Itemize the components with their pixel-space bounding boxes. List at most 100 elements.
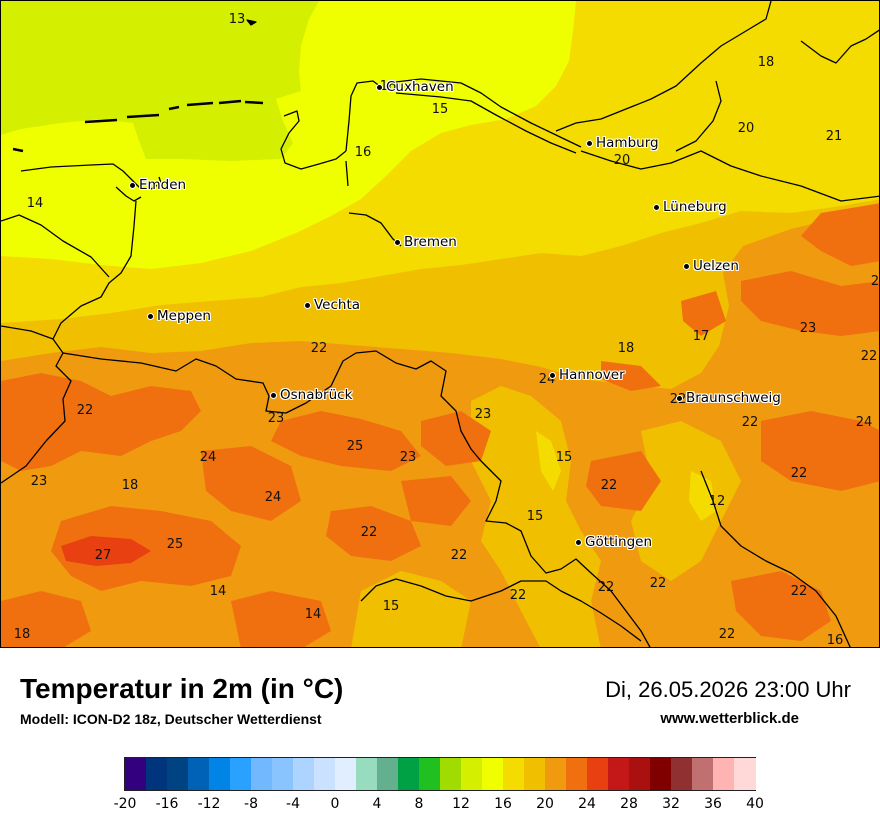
city-dot	[270, 391, 277, 399]
city-label: Bremen	[404, 234, 457, 250]
city-dot	[304, 301, 311, 309]
colorbar-segment	[377, 758, 399, 790]
city-marker-vechta: Vechta	[304, 296, 360, 314]
colorbar-segment	[461, 758, 483, 790]
temperature-value: 14	[26, 196, 44, 211]
city-label: Hamburg	[596, 135, 659, 151]
temperature-value: 23	[399, 450, 417, 465]
colorbar-segment	[188, 758, 210, 790]
colorbar-segment	[209, 758, 231, 790]
temperature-value: 24	[199, 450, 217, 465]
city-dot	[653, 203, 660, 211]
temperature-value: 23	[474, 407, 492, 422]
temperature-value: 18	[757, 55, 775, 70]
map-title: Temperatur in 2m (in °C)	[20, 673, 344, 704]
colorbar-tick-label: 0	[330, 796, 340, 812]
colorbar-segment	[314, 758, 336, 790]
temperature-value: 22	[600, 478, 618, 493]
colorbar-segment	[272, 758, 294, 790]
colorbar-tick-label: 32	[662, 796, 680, 812]
temperature-value: 14	[209, 584, 227, 599]
colorbar-segment	[545, 758, 567, 790]
city-dot	[394, 238, 401, 246]
temperature-value: 25	[166, 537, 184, 552]
forecast-datetime: Di, 26.05.2026 23:00 Uhr	[605, 677, 851, 702]
temperature-value: 20	[737, 121, 755, 136]
colorbar-tick-label: 24	[578, 796, 596, 812]
city-label: Lüneburg	[663, 199, 727, 215]
colorbar-segment	[566, 758, 588, 790]
colorbar-segment	[293, 758, 315, 790]
colorbar-segment	[608, 758, 630, 790]
colorbar-tick-label: -12	[197, 796, 221, 812]
city-marker-uelzen: Uelzen	[683, 257, 739, 275]
city-label: Braunschweig	[686, 390, 781, 406]
temperature-shading	[1, 1, 879, 647]
colorbar-tick-label: 16	[494, 796, 512, 812]
temperature-value: 16	[379, 79, 397, 94]
colorbar-tick-label: 4	[372, 796, 382, 812]
temperature-value: 22	[790, 584, 808, 599]
city-dot	[575, 538, 582, 546]
city-label: Meppen	[157, 308, 211, 324]
colorbar-segment	[650, 758, 672, 790]
temperature-value: 24	[855, 415, 873, 430]
colorbar-tick-label: -8	[244, 796, 258, 812]
temperature-field	[1, 1, 879, 647]
colorbar-segment	[230, 758, 252, 790]
city-dot	[676, 394, 683, 402]
city-label: Vechta	[314, 297, 361, 313]
temperature-value: 20	[613, 153, 631, 168]
temperature-value: 15	[555, 450, 573, 465]
temperature-value: 22	[790, 466, 808, 481]
colorbar-tick-label: -4	[286, 796, 300, 812]
temperature-value: 22	[741, 415, 759, 430]
colorbar-segment	[734, 758, 756, 790]
colorbar-tick-label: 36	[704, 796, 722, 812]
city-marker-braunschweig: Braunschweig	[676, 389, 781, 407]
temperature-value: 23	[799, 321, 817, 336]
temperature-value: 22	[450, 548, 468, 563]
temperature-value: 18	[121, 478, 139, 493]
temperature-value: 14	[304, 607, 322, 622]
colorbar-segment	[524, 758, 546, 790]
temperature-value: 18	[13, 627, 31, 642]
city-marker-cuxhaven: Cuxhaven	[376, 78, 454, 96]
colorbar-tick-label: 8	[414, 796, 424, 812]
temperature-value: 22	[649, 576, 667, 591]
colorbar-segment	[419, 758, 441, 790]
temperature-value: 22	[509, 588, 527, 603]
city-dot	[376, 83, 383, 91]
colorbar-tick-label: -20	[113, 796, 137, 812]
city-marker-bremen: Bremen	[394, 233, 457, 251]
city-label: Göttingen	[585, 534, 653, 550]
colorbar-segment	[167, 758, 189, 790]
city-marker-osnabrueck: Osnabrück	[270, 386, 352, 404]
temperature-value: 15	[382, 599, 400, 614]
model-source: Modell: ICON-D2 18z, Deutscher Wetterdie…	[20, 711, 322, 727]
colorbar-segment	[587, 758, 609, 790]
colorbar-segment	[398, 758, 420, 790]
city-dot	[549, 371, 556, 379]
colorbar-segment	[125, 758, 147, 790]
temperature-value: 12	[708, 494, 726, 509]
temperature-value: 22	[860, 349, 878, 364]
colorbar-tick-label: 12	[452, 796, 470, 812]
colorbar-tick-label: -16	[155, 796, 179, 812]
website-link[interactable]: www.wetterblick.de	[660, 710, 799, 727]
temperature-value: 2	[870, 274, 880, 289]
colorbar-segment	[146, 758, 168, 790]
colorbar-segment	[671, 758, 693, 790]
colorbar-ticks: -20 -16 -12 -8 -4 0 4 8 12 16 20 24 28 32 36 40	[114, 796, 764, 814]
city-label: Uelzen	[693, 258, 739, 274]
colorbar-segment	[503, 758, 525, 790]
temperature-value: 16	[826, 633, 844, 648]
temperature-value: 15	[431, 102, 449, 117]
temperature-value: 22	[310, 341, 328, 356]
city-label: Hannover	[559, 367, 625, 383]
city-label: Cuxhaven	[386, 79, 454, 95]
temperature-map: 13 18 16 15 20 21 16 20 14 2 23 17 18 22…	[0, 0, 880, 648]
city-dot	[586, 139, 593, 147]
coastlines-borders	[1, 1, 879, 647]
colorbar-tick-label: 40	[746, 796, 764, 812]
